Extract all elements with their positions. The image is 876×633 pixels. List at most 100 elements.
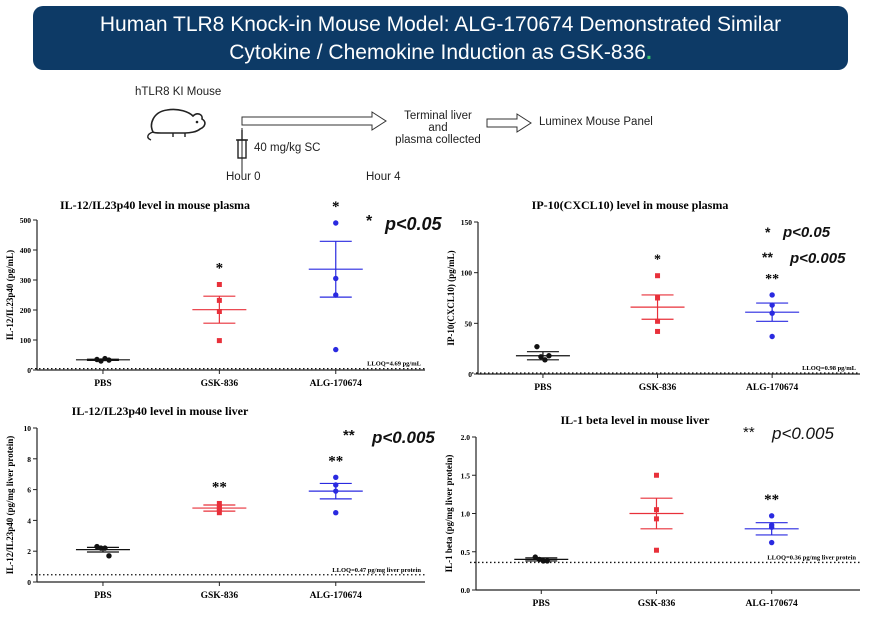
data-point [538, 354, 544, 360]
significance-star: ** [212, 479, 227, 495]
y-tick-label: 4 [27, 516, 31, 525]
data-point [216, 510, 222, 516]
significance-star: * [216, 261, 224, 277]
y-tick-label: 0 [27, 578, 31, 587]
data-point [216, 338, 222, 344]
data-point [98, 358, 104, 364]
x-tick-label: PBS [94, 379, 111, 389]
title-banner: Human TLR8 Knock-in Mouse Model: ALG-170… [33, 6, 848, 70]
chart-ip10-plasma: IP-10(CXCL10) level in mouse plasma IP-10… [446, 198, 860, 393]
y-tick-label: 100 [20, 336, 32, 345]
lloq-label: LLOQ=0.98 pg/mL [802, 365, 857, 372]
y-tick-label: 1.5 [461, 471, 471, 480]
x-tick-label: PBS [94, 591, 111, 601]
chart-il12-plasma: IL-12/IL23p40 level in mouse plasma IL-12… [5, 198, 425, 389]
title-dot: . [645, 41, 652, 64]
sig-text-plot3: p<0.005 [372, 428, 435, 447]
data-point [534, 343, 540, 350]
data-point [333, 488, 339, 494]
significance-star: ** [764, 492, 779, 508]
collection-line-2: plasma collected [395, 134, 481, 146]
collection-line-1: Terminal liver and [404, 110, 472, 134]
lloq-label: LLOQ=0.36 pg/mg liver protein [767, 554, 856, 561]
data-point [333, 275, 339, 282]
significance-star: ** [328, 453, 343, 469]
x-tick-label: ALG-170674 [310, 379, 363, 389]
data-point [532, 554, 538, 560]
sig-star2-plot2: ** [762, 249, 773, 265]
data-point [98, 545, 104, 551]
title-line-2: Cytokine / Chemokine Induction as GSK-83… [229, 41, 652, 64]
data-point [216, 505, 222, 511]
data-point [769, 333, 775, 340]
data-point [653, 516, 659, 522]
y-axis-label: IL-12/IL23p40 (pg/mg liver protein) [5, 436, 15, 574]
hour0-label: Hour 0 [226, 171, 261, 183]
sig-star-plot3: ** [343, 427, 355, 444]
y-axis-label: IL-12/IL23p40 (pg/mL) [5, 250, 15, 340]
y-tick-label: 8 [27, 455, 31, 464]
data-point [102, 545, 108, 551]
y-tick-label: 200 [20, 306, 32, 315]
x-tick-label: GSK-836 [639, 383, 677, 393]
data-point [216, 500, 222, 506]
data-point [655, 273, 661, 279]
y-tick-label: 10 [24, 424, 32, 433]
significance-star: * [654, 253, 661, 268]
data-point [653, 472, 659, 478]
data-point [769, 292, 775, 298]
lloq-label: LLOQ=4.69 pg/mL [367, 361, 422, 368]
data-point [106, 357, 112, 363]
data-point [768, 513, 775, 519]
data-point [769, 310, 775, 316]
y-axis-label: IP-10(CXCL10) (pg/mL) [446, 250, 456, 345]
chart-title: IL-12/IL23p40 level in mouse liver [72, 404, 249, 418]
x-tick-label: PBS [533, 599, 550, 609]
data-point [540, 558, 546, 564]
y-tick-label: 400 [20, 246, 32, 255]
x-tick-label: ALG-170674 [746, 383, 799, 393]
data-point [768, 539, 775, 546]
data-point [216, 309, 222, 314]
syringe-icon [236, 128, 248, 176]
x-tick-label: ALG-170674 [310, 591, 363, 601]
y-tick-label: 1.0 [461, 510, 471, 519]
sig-star-plot1: * [366, 213, 373, 230]
data-point [333, 510, 339, 516]
data-point [542, 357, 548, 363]
mouse-label: hTLR8 KI Mouse [135, 86, 222, 98]
chart-title: IL-12/IL23p40 level in mouse plasma [60, 198, 250, 212]
significance-star: * [332, 199, 340, 215]
data-point [655, 328, 661, 334]
sig-text1-plot2: p<0.05 [783, 224, 831, 241]
x-tick-label: ALG-170674 [746, 599, 799, 609]
y-tick-label: 6 [27, 486, 31, 495]
y-tick-label: 0 [468, 370, 472, 379]
data-point [333, 346, 339, 353]
y-tick-label: 0 [27, 366, 31, 375]
data-point [768, 524, 775, 530]
sig-text2-plot2: p<0.005 [790, 250, 846, 267]
data-point [216, 282, 222, 287]
data-point [653, 547, 659, 553]
y-tick-label: 300 [20, 276, 32, 285]
chart-il12-liver: IL-12/IL23p40 level in mouse liver IL-12/… [5, 404, 425, 601]
y-tick-label: 2 [27, 547, 31, 556]
lloq-label: LLOQ=0.47 pg/mg liver protein [332, 567, 421, 574]
sig-star-plot4: ** [743, 424, 755, 441]
data-point [653, 507, 659, 513]
y-tick-label: 100 [461, 269, 473, 278]
data-point [333, 292, 339, 298]
data-point [769, 302, 775, 308]
data-point [216, 297, 222, 303]
collection-label: Terminal liver and plasma collected [393, 110, 483, 146]
timeline-arrow-icon [241, 111, 387, 131]
x-tick-label: GSK-836 [201, 379, 239, 389]
data-point [544, 558, 550, 564]
data-point [333, 220, 339, 226]
chart-title: IL-1 beta level in mouse liver [561, 413, 711, 427]
title-line-1: Human TLR8 Knock-in Mouse Model: ALG-170… [99, 13, 782, 36]
x-tick-label: GSK-836 [638, 599, 676, 609]
chart-title: IP-10(CXCL10) level in mouse plasma [532, 198, 729, 212]
data-point [106, 553, 112, 559]
